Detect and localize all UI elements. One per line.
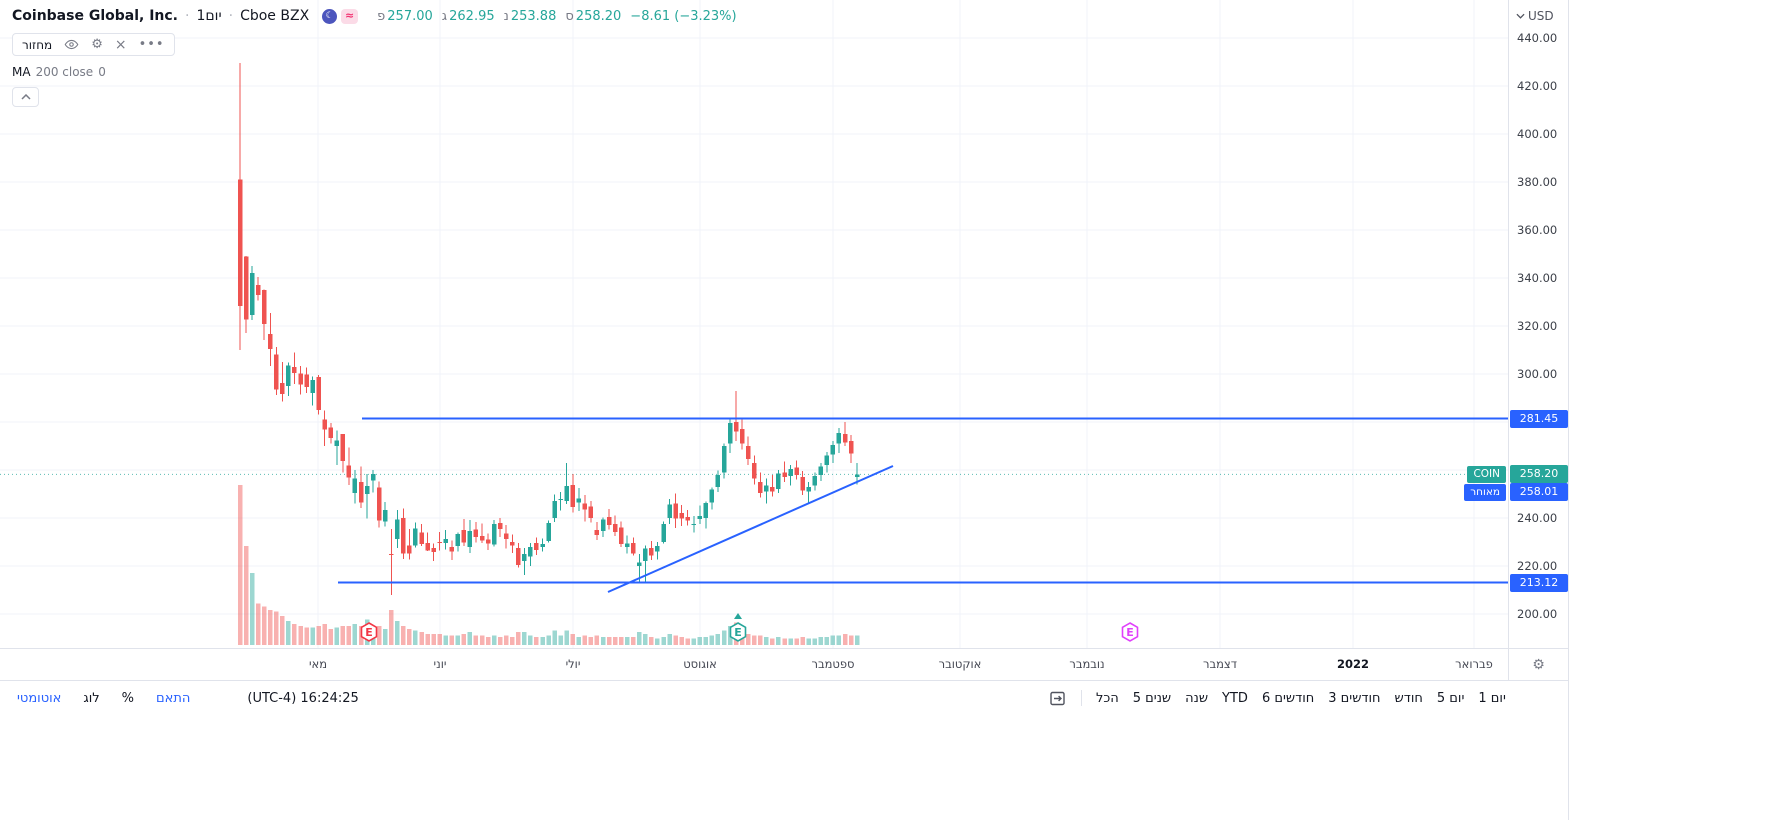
grid [0, 0, 1508, 648]
interval-label[interactable]: 1יום [196, 8, 222, 24]
symbol-row: Coinbase Global, Inc. · 1יום · Cboe BZX … [12, 8, 737, 24]
currency-dropdown[interactable]: USD [1516, 9, 1554, 23]
svg-text:E: E [365, 626, 373, 639]
separator-dot: · [185, 8, 190, 24]
price-tick: 240.00 [1517, 511, 1558, 525]
earnings-marker[interactable]: E [1121, 622, 1139, 642]
range-button[interactable]: 1 יום [1478, 690, 1506, 706]
price-tick: 400.00 [1517, 127, 1558, 141]
time-axis-label: פברואר [1455, 657, 1493, 671]
bottom-toolbar: אוטומטי לוג% התאם (UTC-4) 16:24:25 הכל 5 שני… [0, 680, 1568, 714]
chevron-down-icon [1516, 13, 1525, 19]
earnings-marker[interactable]: E [729, 613, 747, 642]
clock-timezone-button[interactable]: (UTC-4) 16:24:25 [247, 690, 359, 706]
ohlc-pair: נ 253.88 [503, 8, 557, 24]
divider [1081, 690, 1082, 706]
time-axis-label: אוגוסט [683, 657, 717, 671]
price-badge: 258.20 [1510, 465, 1568, 484]
exchange-label: Cboe BZX [240, 8, 310, 24]
more-options-icon[interactable]: ••• [138, 37, 165, 52]
goto-date-icon[interactable] [1048, 689, 1067, 708]
earnings-marker[interactable]: E [360, 622, 378, 642]
time-axis-label: מאי [308, 657, 328, 671]
svg-text:E: E [1126, 626, 1134, 639]
time-axis-label: יולי [565, 657, 581, 671]
price-tick: 360.00 [1517, 223, 1558, 237]
range-button[interactable]: 3 חודשים [1328, 690, 1381, 706]
close-icon[interactable]: × [114, 36, 127, 53]
range-selector: הכל 5 שנים שנה YTD 6 חודשים 3 חודשים חודש 5 יום… [1048, 681, 1506, 715]
range-button[interactable]: YTD [1222, 690, 1248, 706]
price-tick: 200.00 [1517, 607, 1558, 621]
price-tick: 320.00 [1517, 319, 1558, 333]
ohlc-pair: ס 258.20 [565, 8, 622, 24]
ma-legend-value: 0 [98, 65, 106, 79]
scale-toggles: אוטומטי לוג% התאם (UTC-4) 16:24:25 [8, 681, 359, 715]
price-tick: 300.00 [1517, 367, 1558, 381]
gear-icon[interactable]: ⚙ [91, 37, 103, 52]
price-tick: 220.00 [1517, 559, 1558, 573]
svg-text:E: E [734, 626, 742, 639]
range-button[interactable]: הכל [1096, 690, 1119, 706]
ma-legend-params: 200 close [35, 65, 94, 79]
delayed-data-icon: ≈ [341, 8, 359, 24]
symbol-title[interactable]: Coinbase Global, Inc. [12, 8, 178, 24]
time-axis-label: אוקטובר [938, 657, 982, 671]
price-tick: 340.00 [1517, 271, 1558, 285]
price-tag-badge: מאוחר [1464, 483, 1506, 501]
scale-toggle-button[interactable]: לוג [83, 690, 100, 706]
change-value: −8.61 (−3.23%) [630, 8, 737, 24]
range-button[interactable]: שנה [1185, 690, 1209, 706]
range-button[interactable]: חודש [1394, 690, 1423, 706]
price-tick: 420.00 [1517, 79, 1558, 93]
ohlc-pair: ג 262.95 [441, 8, 495, 24]
chevron-up-icon [20, 94, 31, 100]
market-status-moon-icon: ☾ [322, 8, 338, 24]
time-axis-label: 2022 [1336, 657, 1369, 671]
scale-toggle-button[interactable]: % [121, 690, 135, 706]
currency-label: USD [1528, 9, 1554, 23]
range-button[interactable]: 6 חודשים [1261, 690, 1315, 706]
time-axis-label: דצמבר [1202, 657, 1238, 671]
ohlc-values: פ 257.00 ג 262.95 נ 253.88 ס 258.20 −8.61 (−3.23… [377, 9, 736, 24]
price-tick: 380.00 [1517, 175, 1558, 189]
price-tag-badge: COIN [1467, 466, 1506, 484]
right-panel [1568, 0, 1792, 820]
time-axis-label: יוני [433, 657, 447, 671]
volume-legend-label[interactable]: מחזור [22, 37, 53, 52]
scale-toggle-button[interactable]: אוטומטי [17, 690, 62, 706]
price-badge: 281.45 [1510, 409, 1568, 428]
ma-legend-title: MA [12, 65, 31, 79]
status-icons: ☾ ≈ [322, 8, 359, 24]
candle-series [237, 63, 860, 595]
scale-toggle-button[interactable]: התאם [156, 690, 191, 706]
price-axis[interactable]: USD 200.00 220.00 240.00 300.00 320.00 340.00… [1508, 0, 1568, 648]
chart-pane[interactable]: E E E Coinbase Global, Inc. · 1יום · Cboe … [0, 0, 1508, 648]
time-axis-label: נובמבר [1069, 657, 1105, 671]
collapse-legend-button[interactable] [12, 87, 39, 107]
volume-series [237, 485, 860, 645]
chart-legend: Coinbase Global, Inc. · 1יום · Cboe BZX … [12, 8, 737, 107]
trend-line[interactable] [607, 465, 894, 593]
range-button[interactable]: 5 יום [1436, 690, 1465, 706]
separator-dot: · [228, 8, 234, 24]
price-tick: 440.00 [1517, 31, 1558, 45]
ma-indicator-legend[interactable]: MA 200 close 0 [12, 65, 737, 79]
axis-corner: ⚙ [1508, 648, 1568, 680]
range-button[interactable]: 5 שנים [1132, 690, 1172, 706]
time-axis-label: ספטמבר [811, 657, 855, 671]
axis-settings-gear-icon[interactable]: ⚙ [1532, 656, 1545, 673]
price-badge: 258.01 [1510, 482, 1568, 501]
time-axis[interactable]: מאי יוני יולי אוגוסט ספטמבר אוקטובר נובמבר דצמב… [0, 648, 1508, 680]
volume-indicator-legend: מחזור ⚙ × ••• [12, 33, 175, 56]
price-badge: 213.12 [1510, 573, 1568, 592]
ohlc-pair: פ 257.00 [377, 8, 433, 24]
eye-icon[interactable] [64, 37, 79, 52]
